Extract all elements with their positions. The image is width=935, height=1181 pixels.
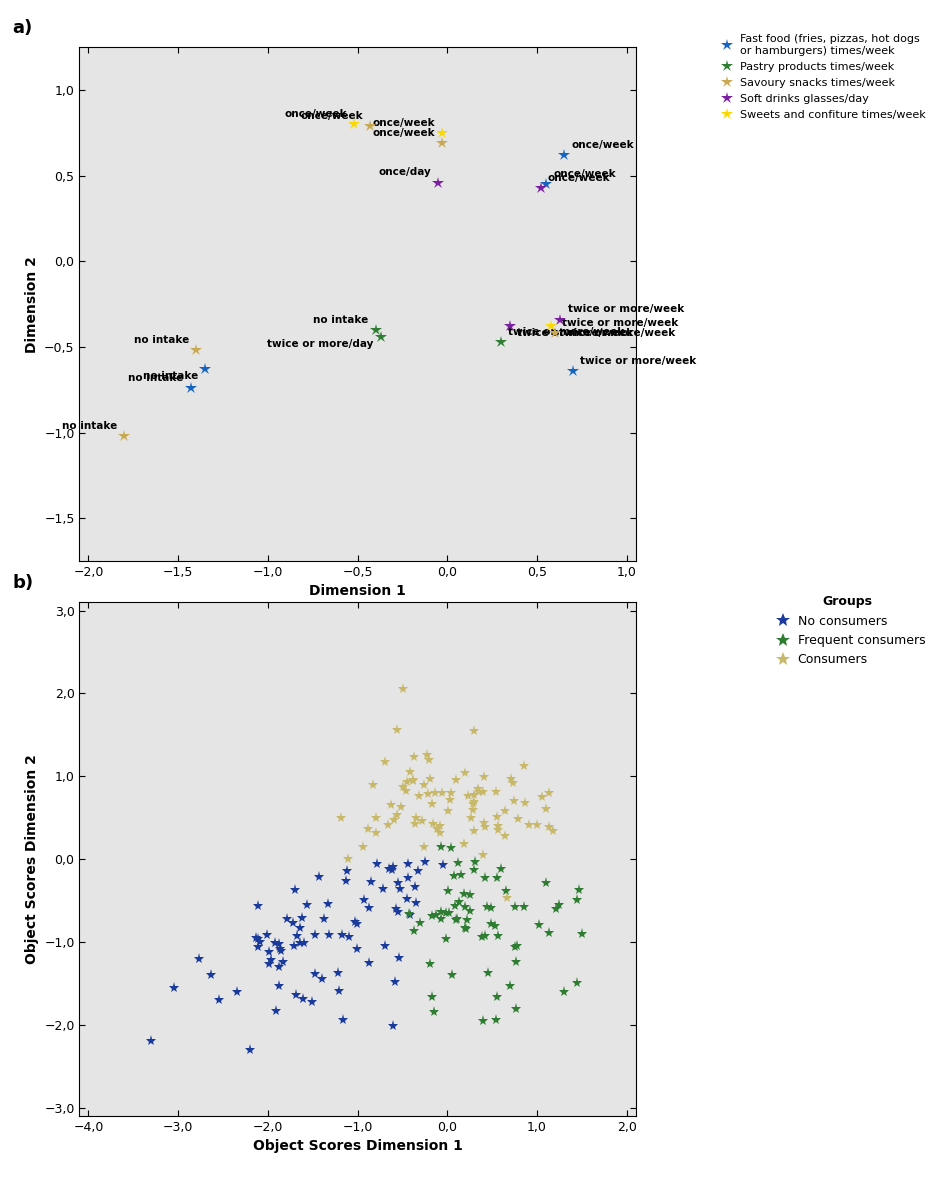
Text: twice or more/day: twice or more/day — [267, 339, 374, 348]
Text: once/week: once/week — [372, 128, 435, 138]
Text: b): b) — [13, 574, 34, 592]
Legend: No consumers, Frequent consumers, Consumers: No consumers, Frequent consumers, Consum… — [765, 590, 930, 671]
Text: once/week: once/week — [372, 118, 435, 128]
Consumers — [505, 771, 516, 785]
Frequent consumers — [436, 840, 447, 854]
Frequent consumers — [576, 927, 587, 941]
Consumers — [422, 787, 433, 801]
No consumers — [307, 994, 318, 1009]
Consumers — [466, 810, 477, 824]
Consumers — [540, 802, 552, 816]
Text: twice or more/week: twice or more/week — [580, 355, 697, 366]
Text: a): a) — [13, 19, 33, 37]
Consumers — [478, 785, 489, 800]
No consumers — [387, 1019, 398, 1033]
Text: twice or more/week: twice or more/week — [568, 305, 683, 314]
Frequent consumers — [476, 929, 487, 944]
Text: once/week: once/week — [554, 169, 616, 180]
Text: once/week: once/week — [571, 141, 634, 150]
Line: No consumers: No consumers — [146, 857, 449, 1056]
Frequent consumers — [492, 990, 503, 1004]
No consumers — [420, 855, 431, 869]
Line: Frequent consumers: Frequent consumers — [404, 842, 587, 1026]
No consumers — [313, 870, 324, 885]
Frequent consumers — [469, 855, 481, 869]
Consumers — [396, 801, 407, 815]
Consumers — [502, 890, 513, 905]
Text: twice or more/week: twice or more/week — [509, 327, 625, 337]
Frequent consumers — [478, 1013, 489, 1027]
Consumers — [520, 796, 531, 810]
Text: once/week: once/week — [300, 111, 363, 120]
No consumers — [244, 1043, 255, 1057]
No consumers — [290, 882, 301, 896]
Text: no intake: no intake — [313, 314, 368, 325]
Frequent consumers — [449, 869, 460, 883]
No consumers — [410, 895, 422, 909]
Consumers — [396, 683, 408, 697]
Y-axis label: Dimension 2: Dimension 2 — [24, 255, 38, 353]
Consumers — [342, 852, 353, 866]
Text: no intake: no intake — [143, 371, 198, 381]
Text: twice or more/week: twice or more/week — [562, 318, 679, 328]
X-axis label: Dimension 1: Dimension 1 — [309, 585, 406, 599]
Line: Consumers: Consumers — [335, 684, 559, 903]
Text: once/week: once/week — [284, 109, 347, 119]
Text: no intake: no intake — [62, 420, 117, 431]
Text: no intake: no intake — [134, 335, 189, 345]
Y-axis label: Object Scores Dimension 2: Object Scores Dimension 2 — [24, 755, 38, 964]
No consumers — [296, 911, 308, 925]
Text: once/week: once/week — [548, 172, 611, 183]
Text: twice or more/week: twice or more/week — [517, 328, 634, 339]
Frequent consumers — [496, 862, 507, 876]
No consumers — [231, 985, 242, 999]
Text: twice or more/week: twice or more/week — [558, 328, 675, 339]
X-axis label: Object Scores Dimension 1: Object Scores Dimension 1 — [252, 1140, 463, 1154]
Frequent consumers — [430, 908, 441, 922]
Text: once/day: once/day — [379, 168, 431, 177]
Text: no intake: no intake — [128, 373, 183, 383]
Legend: Fast food (fries, pizzas, hot dogs
or hamburgers) times/week, Pastry products ti: Fast food (fries, pizzas, hot dogs or ha… — [712, 30, 930, 124]
No consumers — [366, 875, 377, 889]
